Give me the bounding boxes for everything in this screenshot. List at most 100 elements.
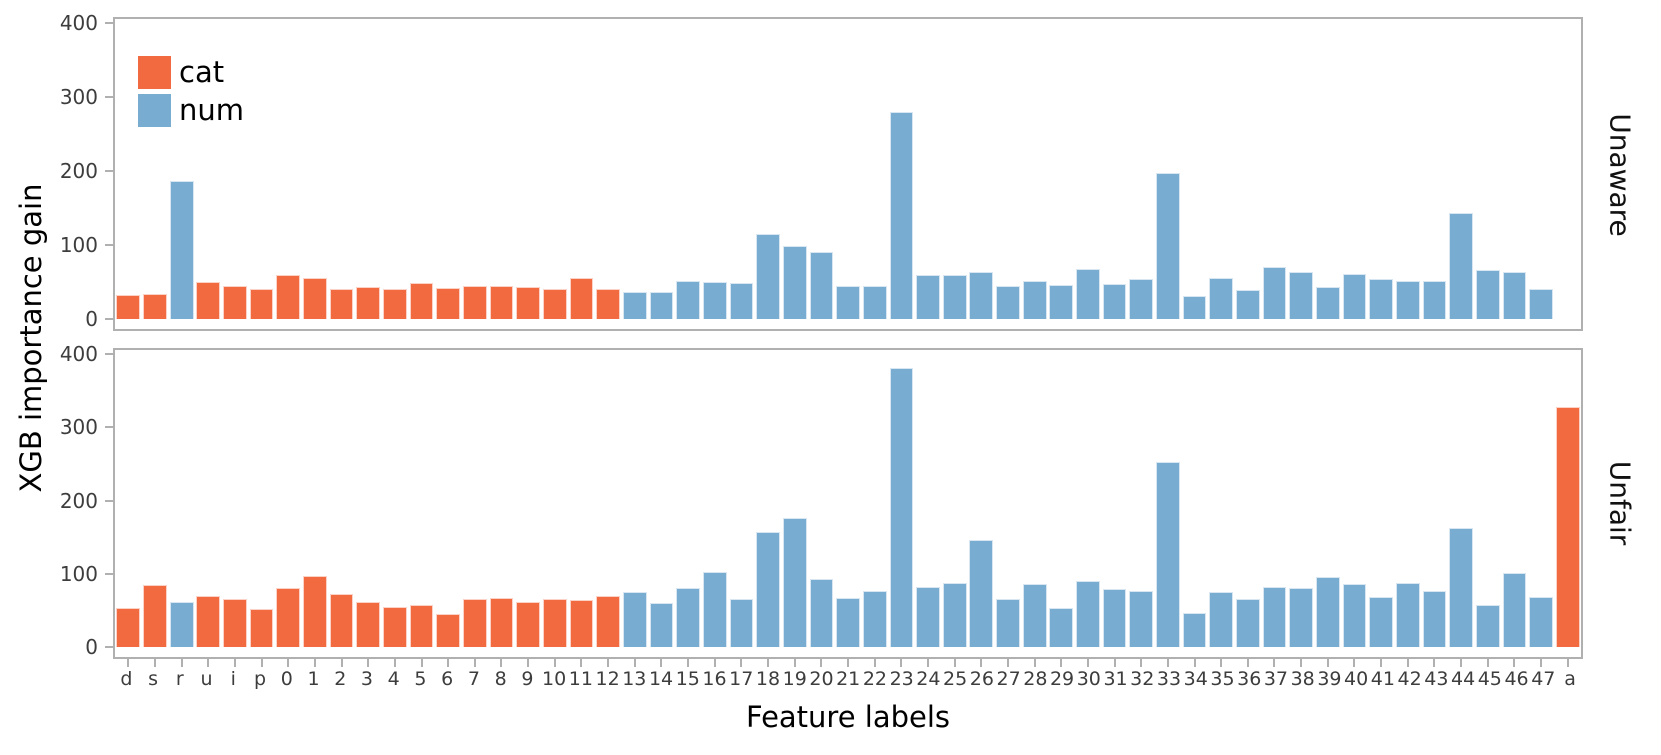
- bar-slot-0: [275, 354, 302, 647]
- y-tick-mark: [105, 244, 113, 246]
- x-tick-label-45: 45: [1477, 668, 1502, 690]
- bar-slot-21: [835, 354, 862, 647]
- bar-unaware-21: [836, 286, 860, 319]
- bar-unaware-40: [1342, 273, 1367, 319]
- bar-unfair-45: [1475, 605, 1500, 647]
- bar-slot-19: [781, 23, 808, 319]
- bar-unfair-44: [1449, 527, 1473, 647]
- x-tick-label-d: d: [120, 668, 133, 690]
- x-tick-mark-43: [1433, 659, 1436, 667]
- bar-slot-15: [675, 354, 702, 647]
- bar-unaware-d: [116, 294, 141, 319]
- x-tick-mark-47: [1540, 659, 1543, 667]
- bar-unfair-20: [809, 578, 834, 647]
- bar-unfair-19: [782, 518, 807, 647]
- x-tick-mark-9: [527, 659, 530, 667]
- bar-slot-6: [435, 23, 462, 319]
- y-tick-mark: [105, 170, 113, 172]
- x-tick-mark-37: [1273, 659, 1276, 667]
- bar-slot-27: [995, 354, 1022, 647]
- legend-swatch-cat: [138, 56, 171, 89]
- bar-unfair-s: [143, 585, 167, 647]
- x-tick-mark-18: [767, 659, 770, 667]
- y-tick-label: 0: [85, 635, 98, 659]
- bar-unaware-37: [1262, 267, 1287, 319]
- x-tick-label-a: a: [1564, 668, 1576, 690]
- x-tick-mark-2: [340, 659, 343, 667]
- x-tick-mark-13: [633, 659, 636, 667]
- x-tick-label-30: 30: [1076, 668, 1101, 690]
- bar-unaware-23: [889, 111, 914, 319]
- bar-slot-41: [1368, 23, 1395, 319]
- bar-unaware-6: [436, 287, 461, 319]
- bar-unfair-u: [196, 595, 221, 647]
- bar-slot-24: [915, 354, 942, 647]
- bar-unfair-40: [1342, 584, 1367, 647]
- bar-slot-11: [568, 354, 595, 647]
- bar-slot-d: [115, 23, 142, 319]
- bar-unaware-8: [489, 286, 514, 319]
- bar-unaware-43: [1422, 280, 1447, 319]
- x-tick-mark-12: [607, 659, 610, 667]
- bar-unaware-29: [1049, 284, 1074, 319]
- bar-slot-a: [1554, 354, 1581, 647]
- y-tick-label: 100: [59, 233, 98, 257]
- bar-slot-2: [328, 23, 355, 319]
- legend: cat num: [138, 56, 244, 127]
- bar-unfair-12: [596, 595, 620, 647]
- x-tick-label-22: 22: [862, 668, 888, 690]
- x-tick-label-s: s: [148, 668, 159, 690]
- bar-unaware-12: [596, 289, 620, 319]
- bar-unfair-1: [303, 575, 327, 647]
- bar-slot-27: [995, 23, 1022, 319]
- x-tick-mark-14: [660, 659, 663, 667]
- bar-unaware-36: [1236, 290, 1260, 319]
- bar-slot-2: [328, 354, 355, 647]
- x-tick-mark-r: [180, 659, 183, 667]
- x-tick-label-23: 23: [889, 668, 914, 690]
- x-tick-label-35: 35: [1210, 668, 1235, 690]
- x-tick-label-36: 36: [1237, 668, 1262, 690]
- bar-slot-9: [515, 23, 542, 319]
- x-tick-mark-30: [1086, 659, 1089, 667]
- bar-slot-23: [888, 354, 915, 647]
- x-tick-label-1: 1: [307, 668, 320, 690]
- legend-item-num: num: [138, 94, 244, 127]
- bar-slot-10: [542, 23, 569, 319]
- y-tick-label: 200: [59, 159, 98, 183]
- bar-slot-28: [1021, 354, 1048, 647]
- bar-slot-43: [1421, 23, 1448, 319]
- bar-slot-15: [675, 23, 702, 319]
- bar-unfair-p: [249, 608, 274, 647]
- bar-unaware-10: [542, 289, 567, 319]
- bar-unfair-39: [1316, 577, 1340, 647]
- bar-slot-12: [595, 23, 622, 319]
- bar-unfair-41: [1369, 597, 1394, 647]
- bar-slot-13: [621, 23, 648, 319]
- legend-swatch-num: [138, 94, 171, 127]
- x-tick-mark-45: [1486, 659, 1489, 667]
- y-tick-mark: [105, 318, 113, 320]
- bar-unaware-4: [383, 289, 407, 319]
- bar-unaware-30: [1076, 268, 1100, 319]
- x-tick-label-27: 27: [996, 668, 1021, 690]
- x-tick-mark-31: [1113, 659, 1116, 667]
- x-tick-mark-17: [740, 659, 743, 667]
- x-tick-label-43: 43: [1424, 668, 1449, 690]
- bar-slot-47: [1528, 354, 1555, 647]
- x-tick-mark-22: [873, 659, 876, 667]
- bar-slot-31: [1101, 354, 1128, 647]
- bar-unaware-45: [1475, 270, 1500, 319]
- bar-unfair-4: [383, 606, 407, 647]
- bar-unfair-3: [356, 602, 381, 647]
- bar-slot-33: [1155, 23, 1182, 319]
- bar-slot-40: [1341, 23, 1368, 319]
- bar-unfair-28: [1022, 584, 1047, 647]
- bar-slot-14: [648, 23, 675, 319]
- bar-slot-s: [142, 23, 169, 319]
- bar-unaware-35: [1209, 278, 1234, 319]
- bar-slot-29: [1048, 23, 1075, 319]
- bar-slot-6: [435, 354, 462, 647]
- bar-unfair-35: [1209, 592, 1234, 647]
- x-tick-mark-21: [847, 659, 849, 667]
